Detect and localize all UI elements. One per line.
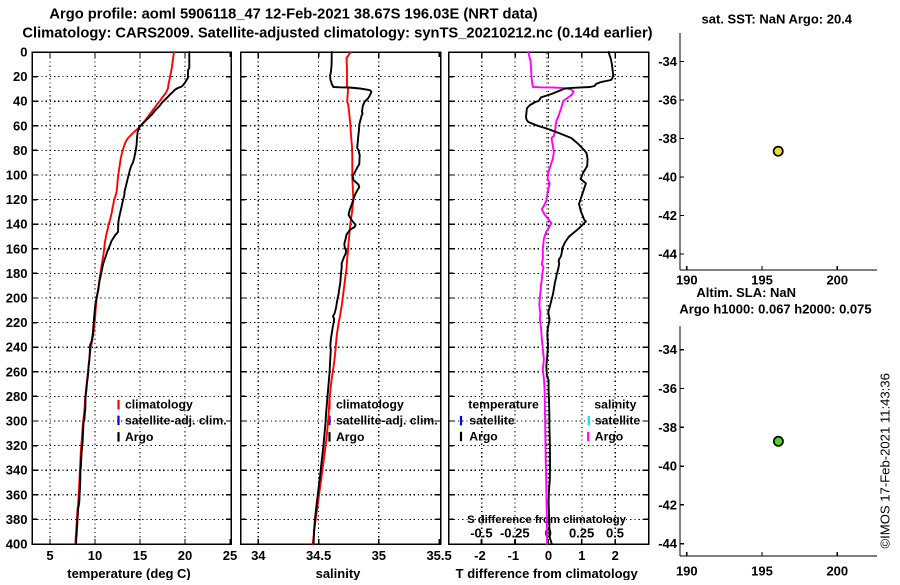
svg-text:200: 200 (826, 273, 848, 288)
svg-text:satellite: satellite (595, 414, 641, 428)
svg-text:190: 190 (676, 273, 698, 288)
svg-text:-34: -34 (658, 54, 678, 69)
svg-text:200: 200 (826, 564, 848, 579)
svg-text:380: 380 (6, 512, 28, 527)
svg-text:35.5: 35.5 (426, 548, 451, 563)
svg-text:260: 260 (6, 364, 28, 379)
svg-text:Argo profile: aoml 5906118_47: Argo profile: aoml 5906118_47 12-Feb-202… (49, 6, 537, 22)
svg-text:10: 10 (88, 548, 102, 563)
svg-text:195: 195 (751, 564, 773, 579)
svg-text:200: 200 (6, 291, 28, 306)
svg-text:360: 360 (6, 487, 28, 502)
svg-text:temperature (deg C): temperature (deg C) (67, 566, 191, 580)
svg-text:120: 120 (6, 192, 28, 207)
svg-text:0: 0 (545, 548, 552, 563)
svg-text:satellite: satellite (469, 414, 515, 428)
svg-text:180: 180 (6, 266, 28, 281)
svg-text:34.5: 34.5 (306, 548, 331, 563)
svg-text:35: 35 (372, 548, 386, 563)
svg-text:salinity: salinity (316, 566, 362, 580)
svg-text:190: 190 (676, 564, 698, 579)
svg-text:-36: -36 (658, 93, 677, 108)
svg-text:5: 5 (46, 548, 53, 563)
svg-text:1: 1 (578, 548, 585, 563)
svg-text:140: 140 (6, 217, 28, 232)
svg-text:-36: -36 (658, 381, 677, 396)
svg-text:-2: -2 (474, 548, 486, 563)
svg-text:-38: -38 (658, 131, 677, 146)
svg-text:-1: -1 (508, 548, 520, 563)
svg-text:Altim. SLA: NaN: Altim. SLA: NaN (696, 285, 796, 300)
svg-text:195: 195 (751, 273, 773, 288)
svg-text:-34: -34 (658, 342, 678, 357)
svg-text:salinity: salinity (594, 398, 636, 412)
svg-text:20: 20 (178, 548, 192, 563)
svg-text:satellite-adj. clim.: satellite-adj. clim. (125, 413, 227, 427)
svg-text:25: 25 (223, 548, 237, 563)
svg-text:sat. SST: NaN Argo: 20.4: sat. SST: NaN Argo: 20.4 (702, 12, 853, 27)
svg-text:temperature: temperature (468, 398, 539, 412)
svg-text:Argo h1000: 0.067 h2000: 0.075: Argo h1000: 0.067 h2000: 0.075 (679, 301, 871, 316)
svg-text:satellite-adj. clim.: satellite-adj. clim. (336, 413, 438, 427)
svg-text:©IMOS 17-Feb-2021 11:43:36: ©IMOS 17-Feb-2021 11:43:36 (878, 373, 893, 548)
svg-text:Argo: Argo (336, 430, 364, 444)
svg-text:300: 300 (6, 414, 28, 429)
svg-text:0.25: 0.25 (569, 526, 594, 541)
svg-text:climatology: climatology (125, 398, 193, 412)
svg-text:0: 0 (545, 526, 552, 541)
svg-text:-38: -38 (658, 420, 677, 435)
svg-text:-40: -40 (658, 170, 677, 185)
svg-text:-0.5: -0.5 (470, 526, 492, 541)
svg-text:320: 320 (6, 438, 28, 453)
svg-text:220: 220 (6, 315, 28, 330)
svg-text:400: 400 (6, 537, 28, 552)
svg-text:340: 340 (6, 463, 28, 478)
svg-text:2: 2 (612, 548, 619, 563)
svg-text:34: 34 (251, 548, 266, 563)
svg-text:climatology: climatology (336, 398, 404, 412)
svg-text:-44: -44 (658, 247, 678, 262)
svg-text:60: 60 (13, 118, 27, 133)
svg-text:40: 40 (13, 94, 27, 109)
svg-text:15: 15 (133, 548, 147, 563)
svg-text:Argo: Argo (469, 430, 497, 444)
svg-text:T difference from climatology: T difference from climatology (456, 566, 639, 580)
svg-text:160: 160 (6, 241, 28, 256)
svg-text:0.5: 0.5 (606, 526, 624, 541)
svg-text:-0.25: -0.25 (500, 526, 530, 541)
svg-text:280: 280 (6, 389, 28, 404)
svg-text:Argo: Argo (125, 430, 153, 444)
svg-text:-42: -42 (658, 497, 677, 512)
svg-text:80: 80 (13, 143, 27, 158)
svg-text:-40: -40 (658, 459, 677, 474)
svg-text:100: 100 (6, 168, 28, 183)
svg-text:240: 240 (6, 340, 28, 355)
svg-text:-44: -44 (658, 536, 678, 551)
svg-text:0: 0 (20, 45, 27, 60)
svg-text:Climatology: CARS2009. Satelli: Climatology: CARS2009. Satellite-adjuste… (22, 25, 652, 41)
svg-text:-42: -42 (658, 208, 677, 223)
svg-text:20: 20 (13, 69, 27, 84)
svg-text:Argo: Argo (595, 430, 623, 444)
